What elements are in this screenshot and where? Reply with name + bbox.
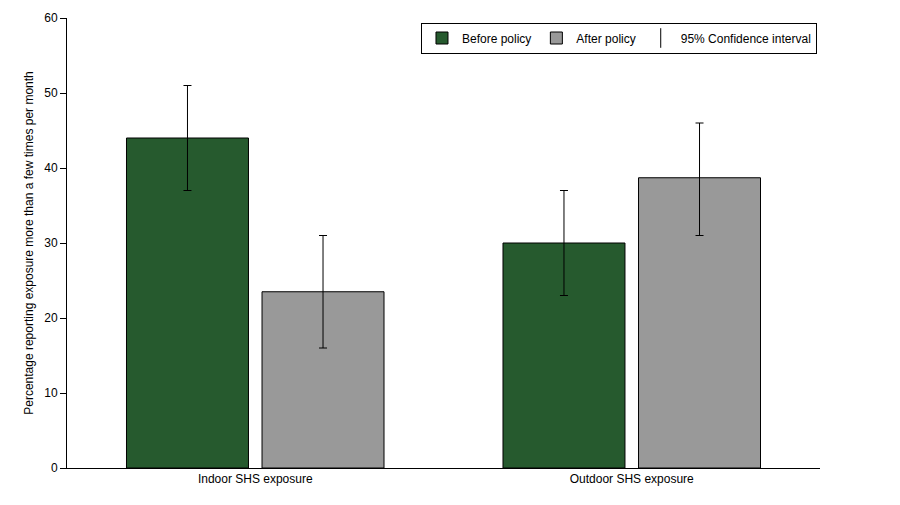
- svg-text:40: 40: [44, 161, 58, 175]
- svg-text:Indoor SHS exposure: Indoor SHS exposure: [198, 472, 313, 486]
- svg-text:30: 30: [44, 236, 58, 250]
- svg-text:60: 60: [44, 11, 58, 25]
- svg-text:After policy: After policy: [576, 32, 635, 46]
- svg-text:10: 10: [44, 386, 58, 400]
- svg-text:Percentage reporting exposure: Percentage reporting exposure more than …: [22, 71, 36, 415]
- svg-text:50: 50: [44, 86, 58, 100]
- svg-text:95% Confidence interval: 95% Confidence interval: [681, 32, 811, 46]
- svg-text:Outdoor SHS exposure: Outdoor SHS exposure: [570, 472, 694, 486]
- svg-text:Before policy: Before policy: [462, 32, 531, 46]
- svg-text:20: 20: [44, 311, 58, 325]
- svg-text:0: 0: [51, 461, 58, 475]
